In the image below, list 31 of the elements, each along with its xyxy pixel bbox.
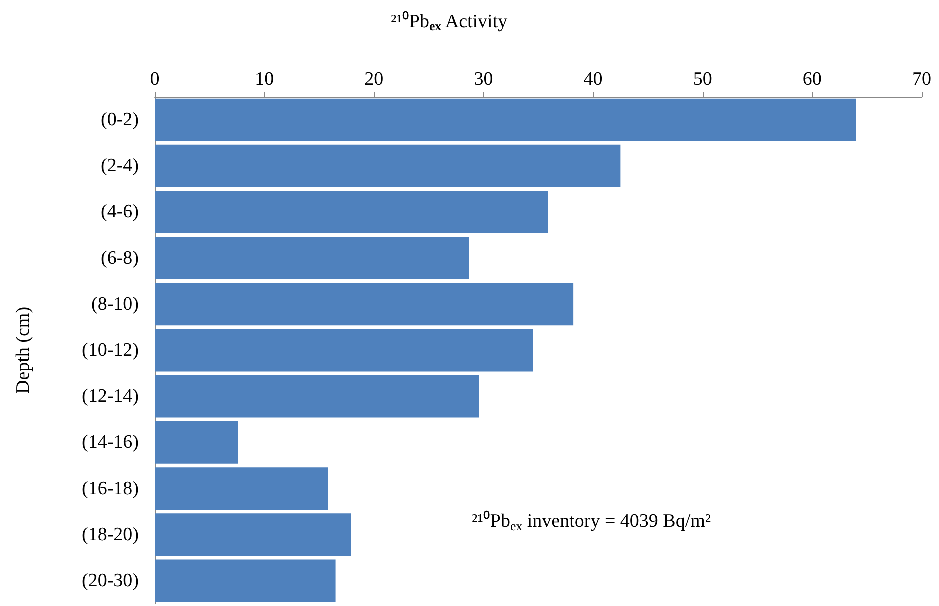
y-tick-label: (12-14): [82, 386, 139, 408]
y-tick-label: (20-30): [82, 570, 139, 592]
y-tick-label: (16-18): [82, 478, 139, 500]
y-axis-title: Depth (cm): [13, 306, 34, 394]
x-tick-label: 0: [150, 69, 160, 90]
x-tick-label: 10: [255, 69, 274, 90]
bar: [155, 191, 548, 234]
bar: [155, 98, 856, 142]
bar: [155, 283, 574, 326]
bar: [155, 329, 534, 372]
bar: [155, 514, 352, 556]
y-tick-label: (8-10): [92, 294, 139, 315]
bar: [155, 421, 238, 464]
y-tick-label: (10-12): [82, 340, 139, 361]
bar: [155, 375, 480, 418]
x-tick-label: 70: [912, 69, 932, 90]
y-tick-label: (0-2): [101, 110, 139, 131]
bar: [155, 468, 328, 510]
x-tick-label: 40: [584, 69, 603, 90]
x-tick-label: 30: [474, 69, 494, 90]
y-tick-label: (4-6): [101, 202, 139, 223]
bar: [155, 237, 470, 280]
bar: [155, 560, 336, 602]
y-tick-label: (18-20): [82, 524, 139, 546]
y-tick-label: (2-4): [101, 156, 139, 177]
bar: [155, 144, 621, 188]
y-tick-label: (14-16): [82, 432, 139, 454]
y-tick-label: (6-8): [101, 248, 139, 269]
x-tick-label: 50: [693, 69, 712, 90]
x-tick-label: 60: [802, 69, 822, 90]
x-tick-label: 20: [364, 69, 384, 90]
